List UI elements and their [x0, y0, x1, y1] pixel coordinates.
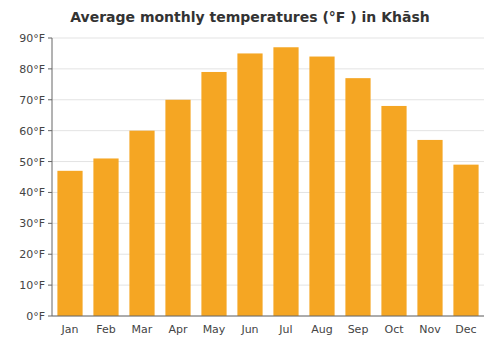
y-tick — [48, 38, 52, 39]
grid-line — [52, 38, 484, 39]
bar — [309, 57, 334, 316]
x-axis-line — [52, 316, 484, 317]
y-tick — [48, 68, 52, 69]
y-tick-label: 0°F — [26, 310, 45, 323]
y-tick-label: 80°F — [19, 63, 45, 76]
y-tick-label: 50°F — [19, 156, 45, 169]
y-tick — [48, 99, 52, 100]
bar — [93, 158, 118, 316]
bar — [417, 140, 442, 316]
page: {"chart_data": {"type": "bar", "title": … — [0, 0, 500, 350]
bar — [381, 106, 406, 316]
bar — [237, 53, 262, 316]
x-tick-label: Feb — [96, 323, 115, 336]
x-tick-label: Jan — [61, 323, 79, 336]
grid-line — [52, 130, 484, 131]
y-tick — [48, 192, 52, 193]
chart-title: Average monthly temperatures (°F ) in Kh… — [70, 9, 430, 25]
y-axis: 0°F 10°F 20°F 30°F 40°F 50°F 60°F 70°F 80°F 90°F — [19, 32, 52, 323]
bar — [453, 165, 478, 316]
grid-line — [52, 68, 484, 69]
y-tick-label: 90°F — [19, 32, 45, 45]
x-tick-label: Oct — [384, 323, 404, 336]
y-tick-label: 20°F — [19, 248, 45, 261]
x-tick-label: Nov — [419, 323, 441, 336]
y-axis-line — [52, 38, 53, 316]
bar — [129, 131, 154, 316]
grid-line — [52, 316, 484, 317]
y-tick — [48, 316, 52, 317]
y-tick — [48, 161, 52, 162]
x-axis: Jan Feb Mar Apr May Jun Jul Aug Sep Oct Nov Dec — [61, 323, 477, 336]
bars — [57, 47, 478, 316]
chart-container: Average monthly temperatures (°F ) in Kh… — [0, 0, 500, 350]
y-tick — [48, 254, 52, 255]
x-tick-label: Aug — [311, 323, 332, 336]
x-tick-label: Jul — [278, 323, 292, 336]
x-tick-label: May — [203, 323, 226, 336]
x-tick-label: Apr — [168, 323, 188, 336]
y-tick-label: 40°F — [19, 186, 45, 199]
y-tick — [48, 223, 52, 224]
bar — [345, 78, 370, 316]
y-tick — [48, 285, 52, 286]
bar — [201, 72, 226, 316]
grid-line — [52, 99, 484, 100]
x-tick-label: Jun — [240, 323, 258, 336]
x-tick-label: Dec — [455, 323, 476, 336]
x-tick-label: Mar — [132, 323, 153, 336]
y-tick-label: 10°F — [19, 279, 45, 292]
grid — [52, 38, 484, 316]
y-tick-label: 60°F — [19, 125, 45, 138]
chart-svg: Average monthly temperatures (°F ) in Kh… — [0, 0, 500, 350]
bar — [273, 47, 298, 316]
x-tick-label: Sep — [348, 323, 369, 336]
y-tick-label: 30°F — [19, 217, 45, 230]
y-tick — [48, 130, 52, 131]
bar — [165, 100, 190, 316]
y-tick-label: 70°F — [19, 94, 45, 107]
bar — [57, 171, 82, 316]
